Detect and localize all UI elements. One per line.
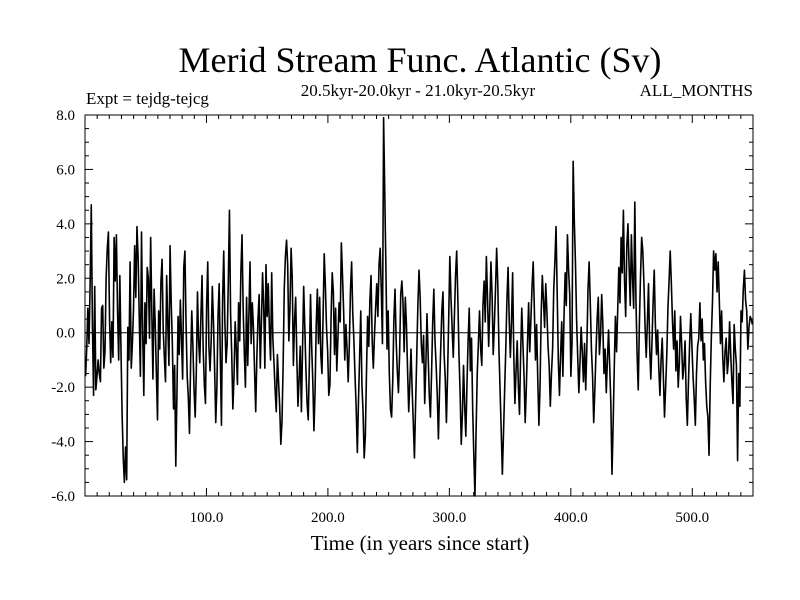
y-tick-label: -2.0 (51, 380, 75, 396)
x-tick-label: 300.0 (432, 510, 466, 526)
y-tick-label: 6.0 (56, 162, 75, 178)
y-tick-label: 2.0 (56, 271, 75, 287)
x-tick-label: 500.0 (675, 510, 709, 526)
x-axis: 100.0 200.0 300.0 400.0 500.0 (96, 115, 754, 526)
x-axis-label: Time (in years since start) (311, 531, 530, 555)
x-tick-label: 100.0 (190, 510, 224, 526)
y-tick-label: 8.0 (56, 108, 75, 124)
y-tick-label: -4.0 (51, 435, 75, 451)
y-tick-label: 4.0 (56, 217, 75, 233)
series-line (84, 116, 754, 497)
y-tick-label: -6.0 (51, 489, 75, 505)
chart-subtitle-center: 20.5kyr-20.0kyr - 21.0kyr-20.5kyr (301, 81, 536, 100)
x-tick-label: 200.0 (311, 510, 345, 526)
plot-frame (84, 114, 754, 497)
x-tick-label: 400.0 (554, 510, 588, 526)
chart-subtitle-left: Expt = tejdg-tejcg (86, 89, 209, 108)
y-tick-label: 0.0 (56, 326, 75, 342)
chart-subtitle-right: ALL_MONTHS (640, 81, 753, 100)
chart-title: Merid Stream Func. Atlantic (Sv) (179, 40, 662, 80)
